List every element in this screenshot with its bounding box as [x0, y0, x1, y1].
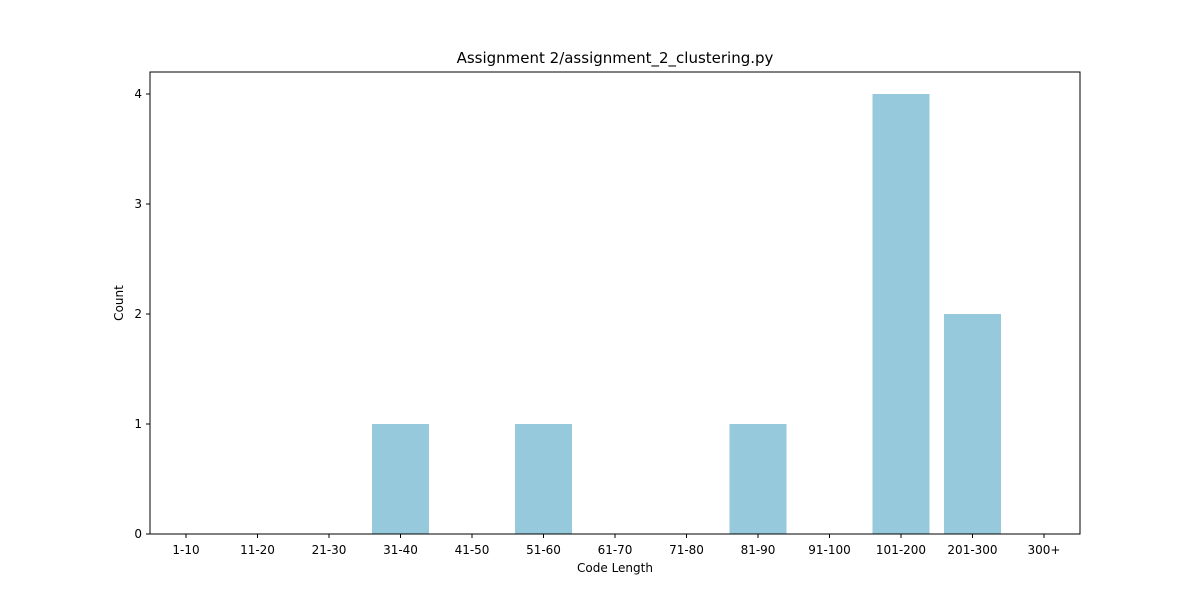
bar-31-40 — [372, 424, 429, 534]
x-tick-label: 61-70 — [598, 543, 633, 557]
x-tick-label: 71-80 — [669, 543, 704, 557]
bar-201-300 — [944, 314, 1001, 534]
x-tick-label: 41-50 — [455, 543, 490, 557]
x-tick-label: 201-300 — [947, 543, 997, 557]
bars-group — [372, 94, 1001, 534]
x-tick-label: 101-200 — [876, 543, 926, 557]
x-tick-label: 21-30 — [312, 543, 347, 557]
x-tick-label: 51-60 — [526, 543, 561, 557]
y-tick-label: 0 — [134, 527, 142, 541]
chart-title: Assignment 2/assignment_2_clustering.py — [457, 49, 774, 68]
bar-81-90 — [729, 424, 787, 534]
y-axis-ticks: 0 1 2 3 4 — [134, 87, 150, 541]
x-tick-label: 91-100 — [808, 543, 851, 557]
y-tick-label: 1 — [134, 417, 142, 431]
x-axis-ticks: 1-10 11-20 21-30 31-40 41-50 51-60 61-70 71-80 8… — [172, 534, 1060, 557]
y-axis-label: Count — [112, 285, 126, 321]
x-tick-label: 81-90 — [741, 543, 776, 557]
y-tick-label: 2 — [134, 307, 142, 321]
x-tick-label: 300+ — [1028, 543, 1061, 557]
plot-frame — [149, 71, 1081, 535]
bar-101-200 — [872, 94, 930, 534]
y-tick-label: 4 — [134, 87, 142, 101]
y-tick-label: 3 — [134, 197, 142, 211]
bar-51-60 — [515, 424, 572, 534]
x-axis-label: Code Length — [577, 561, 653, 575]
x-tick-label: 31-40 — [383, 543, 418, 557]
x-tick-label: 11-20 — [240, 543, 275, 557]
x-tick-label: 1-10 — [172, 543, 199, 557]
